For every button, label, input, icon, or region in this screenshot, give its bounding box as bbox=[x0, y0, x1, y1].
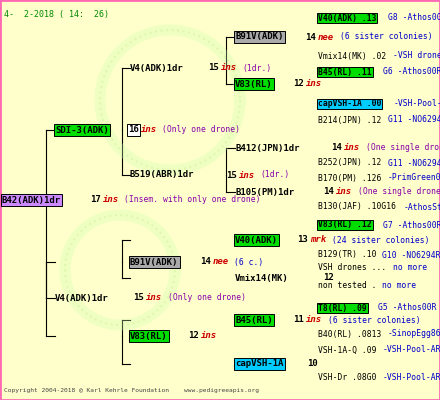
Text: B91V(ADK): B91V(ADK) bbox=[235, 32, 283, 42]
Text: 13: 13 bbox=[297, 236, 308, 244]
Text: (1dr.): (1dr.) bbox=[242, 64, 272, 72]
Text: ins: ins bbox=[344, 144, 360, 152]
Text: B91V(ADK): B91V(ADK) bbox=[130, 258, 178, 266]
Text: 14: 14 bbox=[323, 188, 334, 196]
Text: (Insem. with only one drone): (Insem. with only one drone) bbox=[125, 196, 261, 204]
Text: -VSH drones: -VSH drones bbox=[393, 52, 440, 60]
Text: VSH-1A-Q .09: VSH-1A-Q .09 bbox=[318, 346, 377, 354]
Text: B130(JAF) .10G16: B130(JAF) .10G16 bbox=[318, 202, 396, 212]
Text: (6 sister colonies): (6 sister colonies) bbox=[340, 32, 432, 42]
Text: G7 -Athos00R: G7 -Athos00R bbox=[383, 220, 440, 230]
Text: ins: ins bbox=[306, 80, 322, 88]
Text: V83(RL) .12: V83(RL) .12 bbox=[318, 220, 372, 230]
Text: 12: 12 bbox=[293, 80, 304, 88]
Text: VSH-Dr .08G0: VSH-Dr .08G0 bbox=[318, 374, 377, 382]
Text: G11 -NO6294R: G11 -NO6294R bbox=[388, 116, 440, 124]
Text: V40(ADK): V40(ADK) bbox=[235, 236, 278, 244]
Text: 4-  2-2018 ( 14:  26): 4- 2-2018 ( 14: 26) bbox=[4, 10, 109, 19]
Text: ins: ins bbox=[201, 332, 217, 340]
Text: -VSH-Pool-AR: -VSH-Pool-AR bbox=[382, 346, 440, 354]
Text: B105(PM)1dr: B105(PM)1dr bbox=[235, 188, 294, 196]
Text: 12: 12 bbox=[188, 332, 199, 340]
Text: (24 sister colonies): (24 sister colonies) bbox=[331, 236, 429, 244]
Text: -AthosSt80R: -AthosSt80R bbox=[403, 202, 440, 212]
Text: 12: 12 bbox=[323, 274, 334, 282]
Text: VSH drones ...: VSH drones ... bbox=[318, 264, 386, 272]
Text: Vmix14(MK): Vmix14(MK) bbox=[235, 274, 289, 282]
Text: 10: 10 bbox=[307, 360, 318, 368]
Text: nee: nee bbox=[318, 32, 334, 42]
Text: ins: ins bbox=[141, 126, 157, 134]
Text: mrk: mrk bbox=[310, 236, 326, 244]
Text: V4(ADK)1dr: V4(ADK)1dr bbox=[130, 64, 184, 72]
Text: 11: 11 bbox=[293, 316, 304, 324]
Text: 15: 15 bbox=[208, 64, 219, 72]
Text: 15: 15 bbox=[226, 170, 237, 180]
Text: B252(JPN) .12: B252(JPN) .12 bbox=[318, 158, 381, 168]
Text: non tested .: non tested . bbox=[318, 280, 377, 290]
Text: (Only one drone): (Only one drone) bbox=[162, 126, 241, 134]
Text: T8(RL) .09: T8(RL) .09 bbox=[318, 304, 367, 312]
Text: -PrimGreen00: -PrimGreen00 bbox=[388, 174, 440, 182]
Text: SDI-3(ADK): SDI-3(ADK) bbox=[55, 126, 109, 134]
Text: ins: ins bbox=[146, 294, 162, 302]
Text: no more: no more bbox=[393, 264, 427, 272]
Text: V83(RL): V83(RL) bbox=[235, 80, 273, 88]
Text: (One single drone): (One single drone) bbox=[357, 188, 440, 196]
Text: V40(ADK) .13: V40(ADK) .13 bbox=[318, 14, 377, 22]
Text: 16: 16 bbox=[128, 126, 139, 134]
Text: nee: nee bbox=[213, 258, 229, 266]
Text: 15: 15 bbox=[133, 294, 144, 302]
Text: G5 -Athos00R: G5 -Athos00R bbox=[378, 304, 436, 312]
Text: no more: no more bbox=[382, 280, 417, 290]
Text: ins: ins bbox=[306, 316, 322, 324]
Text: V4(ADK)1dr: V4(ADK)1dr bbox=[55, 294, 109, 302]
Text: G11 -NO6294R: G11 -NO6294R bbox=[388, 158, 440, 168]
Text: (Only one drone): (Only one drone) bbox=[168, 294, 246, 302]
Text: 17: 17 bbox=[90, 196, 101, 204]
Text: B129(TR) .10: B129(TR) .10 bbox=[318, 250, 377, 260]
Text: ins: ins bbox=[103, 196, 119, 204]
Text: B519(ABR)1dr: B519(ABR)1dr bbox=[130, 170, 194, 180]
Text: ins: ins bbox=[336, 188, 352, 196]
Text: Vmix14(MK) .02: Vmix14(MK) .02 bbox=[318, 52, 386, 60]
Text: 14: 14 bbox=[200, 258, 211, 266]
Text: V83(RL): V83(RL) bbox=[130, 332, 168, 340]
Text: (1dr.): (1dr.) bbox=[260, 170, 290, 180]
Text: B214(JPN) .12: B214(JPN) .12 bbox=[318, 116, 381, 124]
Text: B45(RL): B45(RL) bbox=[235, 316, 273, 324]
Text: G6 -Athos00R: G6 -Athos00R bbox=[383, 68, 440, 76]
Text: (6 c.): (6 c.) bbox=[235, 258, 264, 266]
Text: ins: ins bbox=[221, 64, 237, 72]
Text: 14: 14 bbox=[331, 144, 342, 152]
Text: capVSH-1A .00: capVSH-1A .00 bbox=[318, 100, 381, 108]
Text: (6 sister colonies): (6 sister colonies) bbox=[327, 316, 420, 324]
Text: ins: ins bbox=[239, 170, 255, 180]
Text: -VSH-Pool-AR: -VSH-Pool-AR bbox=[394, 100, 440, 108]
Text: -SinopEgg86R: -SinopEgg86R bbox=[388, 330, 440, 338]
Text: B40(RL) .0813: B40(RL) .0813 bbox=[318, 330, 381, 338]
Text: G10 -NO6294R: G10 -NO6294R bbox=[382, 250, 440, 260]
Text: B45(RL) .11: B45(RL) .11 bbox=[318, 68, 372, 76]
Text: B42(ADK)1dr: B42(ADK)1dr bbox=[2, 196, 61, 204]
Text: capVSH-1A: capVSH-1A bbox=[235, 360, 283, 368]
Text: G8 -Athos00R: G8 -Athos00R bbox=[389, 14, 440, 22]
Text: Copyright 2004-2018 @ Karl Kehrle Foundation    www.pedigreeapis.org: Copyright 2004-2018 @ Karl Kehrle Founda… bbox=[4, 388, 259, 393]
Text: B412(JPN)1dr: B412(JPN)1dr bbox=[235, 144, 300, 152]
Text: (One single drone): (One single drone) bbox=[366, 144, 440, 152]
Text: -VSH-Pool-AR: -VSH-Pool-AR bbox=[382, 374, 440, 382]
Text: B170(PM) .126: B170(PM) .126 bbox=[318, 174, 381, 182]
Text: 14: 14 bbox=[305, 32, 316, 42]
